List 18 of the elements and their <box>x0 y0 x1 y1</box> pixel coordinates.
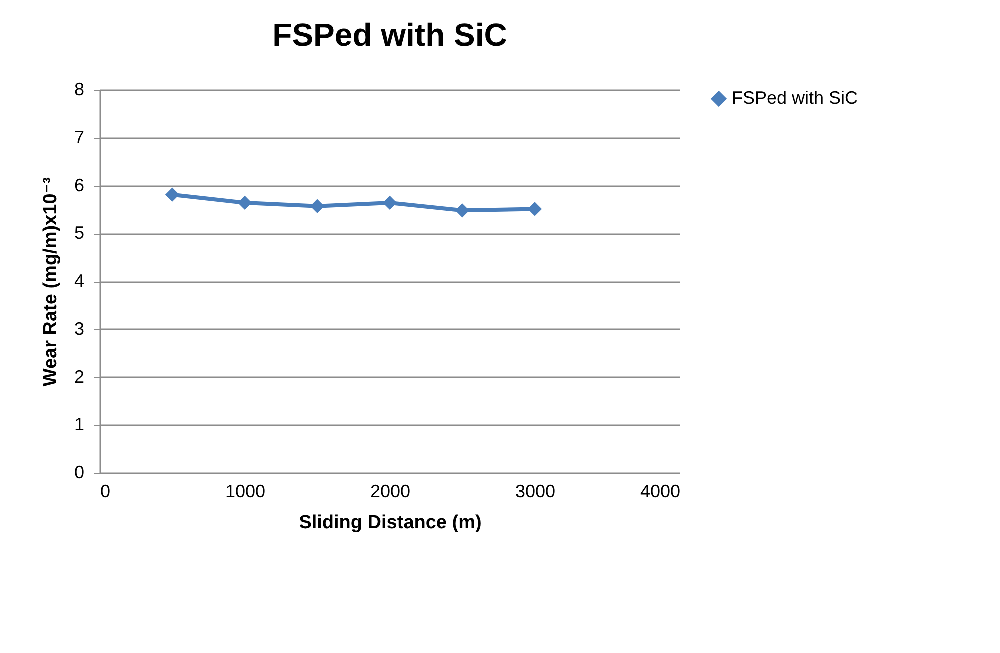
y-tick-label: 7 <box>74 127 84 148</box>
y-tick-label: 2 <box>74 366 84 387</box>
legend-label: FSPed with SiC <box>732 88 858 108</box>
x-tick-label: 0 <box>100 482 111 502</box>
y-tick-label: 1 <box>74 414 84 435</box>
x-axis-title: Sliding Distance (m) <box>299 512 482 534</box>
y-tick-label: 8 <box>74 80 84 100</box>
y-tick-label: 3 <box>74 318 84 339</box>
y-tick-label: 0 <box>74 462 84 482</box>
y-tick-label: 4 <box>74 271 84 291</box>
y-axis-title: Wear Rate (mg/m)x10⁻³ <box>40 177 62 387</box>
x-tick-label: 4000 <box>640 482 680 502</box>
x-tick-label: 2000 <box>370 482 411 502</box>
chart-title: FSPed with SiC <box>272 17 508 53</box>
y-tick-label: 5 <box>74 223 84 244</box>
y-tick-label: 6 <box>74 175 84 196</box>
x-tick-label: 3000 <box>515 482 556 502</box>
x-tick-label: 1000 <box>225 482 266 502</box>
